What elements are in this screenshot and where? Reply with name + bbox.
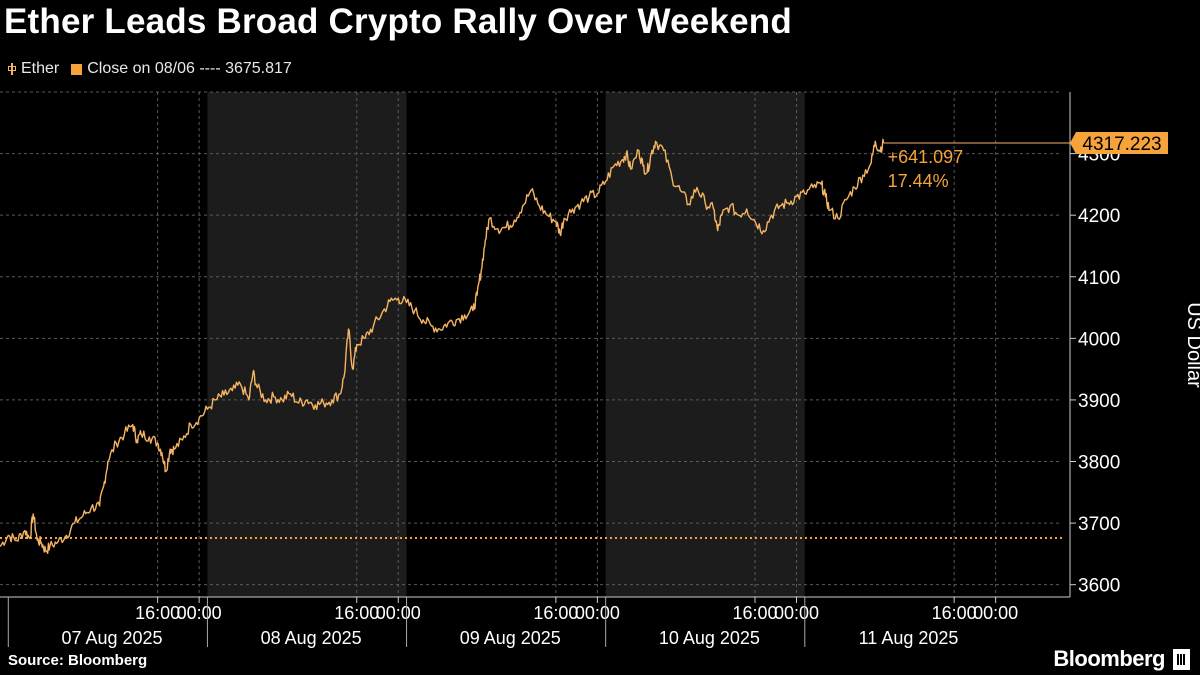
last-value-tag: 4317.223 bbox=[1070, 131, 1168, 155]
y-tick-label: 4000 bbox=[1078, 329, 1120, 350]
x-tick-label: 00:00 bbox=[376, 603, 421, 623]
x-date-label: 09 Aug 2025 bbox=[460, 628, 561, 648]
source-note: Source: Bloomberg bbox=[8, 652, 148, 669]
annotations: 4317.223 +641.097 17.44% bbox=[883, 131, 1168, 191]
last-value-tag-bg bbox=[1070, 131, 1168, 154]
y-tick-label: 3900 bbox=[1078, 391, 1120, 412]
brand-logo: Bloomberg bbox=[1053, 646, 1190, 672]
legend: Ether Close on 08/06 ---- 3675.817 bbox=[8, 60, 304, 78]
legend-item-series: Ether bbox=[8, 60, 59, 78]
legend-series-label: Ether bbox=[21, 60, 60, 77]
grid bbox=[0, 91, 1062, 597]
weekend-shading bbox=[207, 92, 805, 597]
x-date-label: 07 Aug 2025 bbox=[61, 628, 162, 648]
change-label: +641.097 bbox=[888, 147, 964, 167]
y-tick-label: 3600 bbox=[1078, 576, 1120, 597]
x-tick-label: 00:00 bbox=[575, 603, 620, 623]
legend-item-reference: Close on 08/06 ---- 3675.817 bbox=[71, 60, 292, 78]
x-tick-label: 16:00 bbox=[135, 603, 180, 623]
brand-mark-icon bbox=[1173, 648, 1190, 670]
x-tick-label: 00:00 bbox=[973, 603, 1018, 623]
series-group bbox=[0, 138, 885, 554]
last-value-label: 4317.223 bbox=[1082, 134, 1161, 155]
x-tick-label: 16:00 bbox=[732, 603, 777, 623]
weekend-shade bbox=[605, 92, 805, 597]
change-pct-label: 17.44% bbox=[888, 171, 949, 191]
y-tick-label: 4100 bbox=[1078, 268, 1120, 289]
y-tick-label: 4200 bbox=[1078, 206, 1120, 227]
x-tick-label: 16:00 bbox=[932, 603, 977, 623]
x-tick-label: 16:00 bbox=[334, 603, 379, 623]
reference-swatch-icon bbox=[71, 63, 83, 75]
y-tick-label: 3800 bbox=[1078, 453, 1120, 474]
y-tick-label: 3700 bbox=[1078, 514, 1120, 535]
x-tick-label: 00:00 bbox=[774, 603, 819, 623]
series-line-ether bbox=[0, 138, 885, 554]
x-tick-label: 16:00 bbox=[533, 603, 578, 623]
brand-name: Bloomberg bbox=[1053, 646, 1165, 671]
chart-title: Ether Leads Broad Crypto Rally Over Week… bbox=[4, 2, 792, 41]
legend-reference-label: Close on 08/06 ---- 3675.817 bbox=[87, 60, 292, 77]
x-date-label: 10 Aug 2025 bbox=[659, 628, 760, 648]
x-tick-label: 00:00 bbox=[177, 603, 222, 623]
x-date-label: 08 Aug 2025 bbox=[261, 628, 362, 648]
y-axis-title: US Dollar bbox=[1183, 302, 1200, 388]
weekend-shade bbox=[207, 92, 407, 597]
x-date-label: 11 Aug 2025 bbox=[859, 628, 959, 648]
candle-icon bbox=[8, 63, 16, 75]
